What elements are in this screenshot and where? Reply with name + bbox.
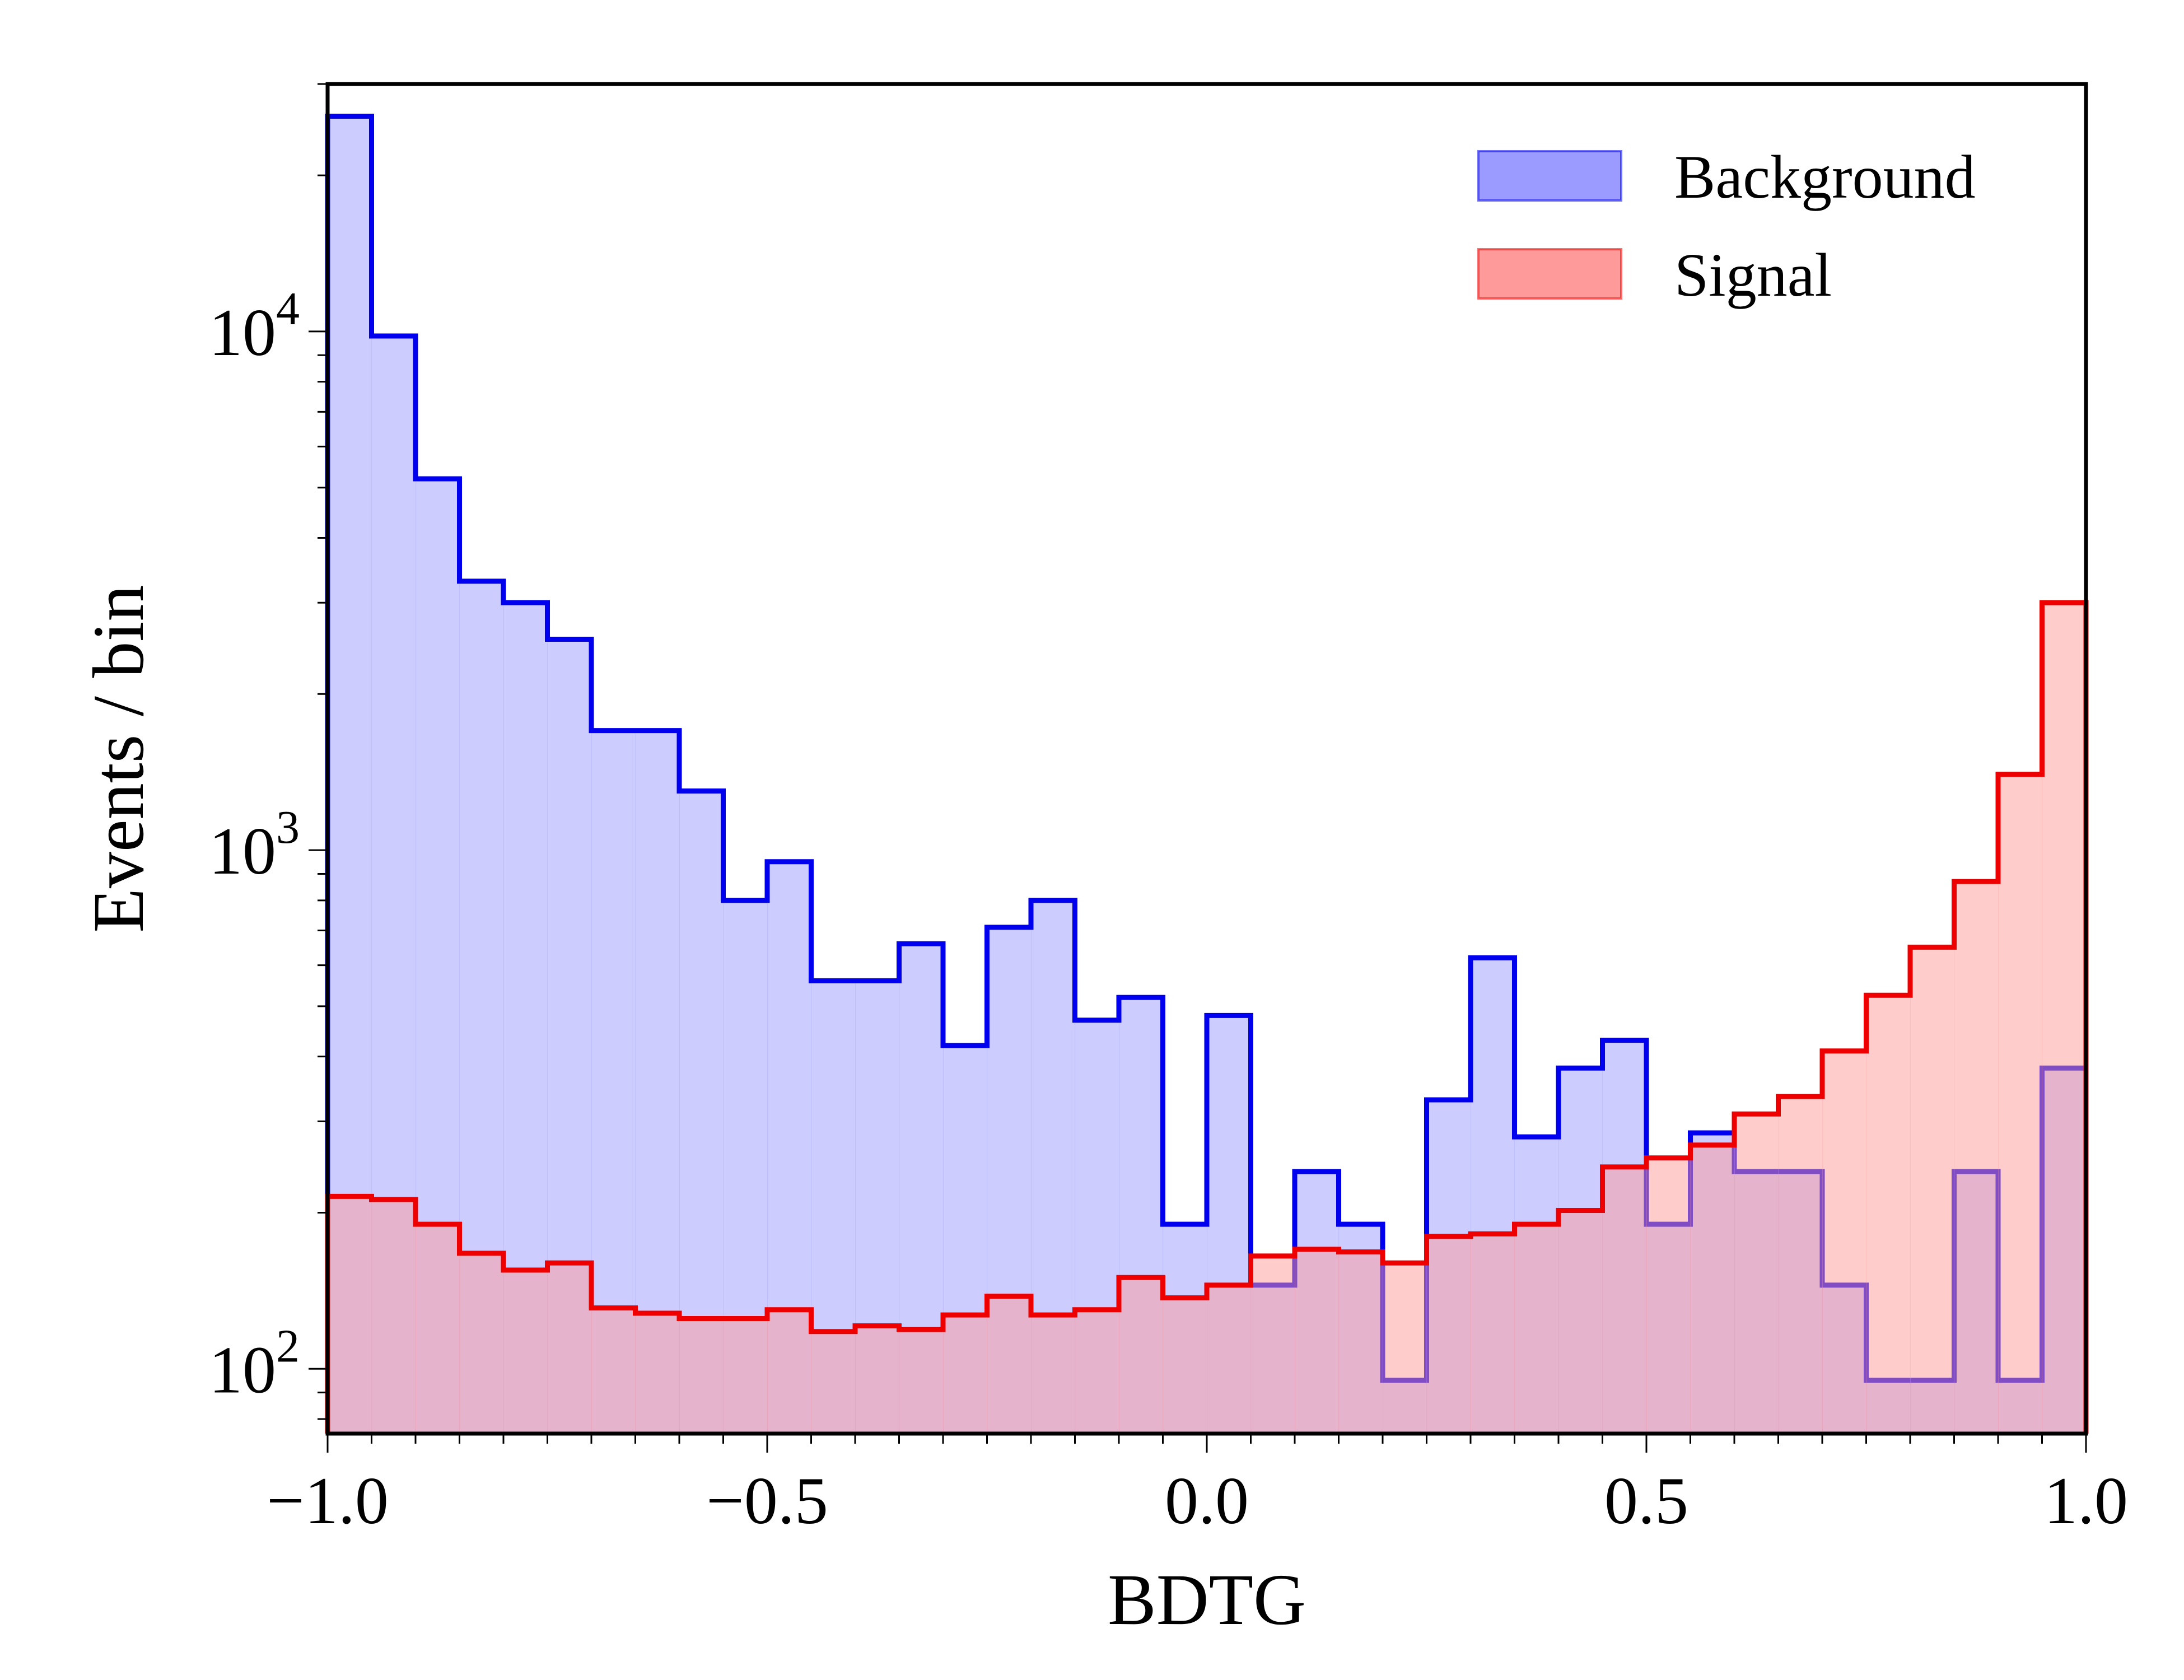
x-tick-labels: −1.0 −0.5 0.0 0.5 1.0: [267, 1463, 2128, 1538]
x-tick-label: −0.5: [706, 1463, 828, 1538]
signal-bin: [1250, 1256, 1295, 1434]
signal-step-outline: [325, 600, 2089, 1434]
signal-bin: [1558, 1210, 1603, 1434]
signal-bin: [1690, 1145, 1735, 1434]
signal-bin: [679, 1318, 724, 1434]
signal-bin: [1207, 1285, 1252, 1434]
plot-area: [325, 114, 2089, 1434]
signal-bin: [1910, 947, 1955, 1434]
signal-bins: [328, 603, 2087, 1434]
signal-bin: [1646, 1158, 1691, 1434]
x-tick-label: −1.0: [267, 1463, 389, 1538]
signal-series: [325, 600, 2089, 1434]
signal-bin: [1471, 1234, 1515, 1434]
signal-bin: [635, 1313, 680, 1434]
legend-label-signal: Signal: [1674, 241, 1832, 309]
signal-bin: [1031, 1315, 1076, 1434]
y-tick-labels: 102 103 104: [209, 283, 300, 1407]
signal-bin: [723, 1318, 768, 1434]
legend-swatch-signal: [1477, 248, 1622, 300]
x-tick-label: 1.0: [2044, 1463, 2128, 1538]
y-tick-label: 104: [209, 283, 300, 370]
x-axis-title: BDTG: [1108, 1560, 1306, 1640]
signal-bin: [1119, 1277, 1164, 1434]
signal-bin: [371, 1200, 416, 1434]
signal-bin: [1383, 1263, 1427, 1434]
signal-bin: [591, 1308, 636, 1434]
signal-bin: [1338, 1252, 1383, 1434]
plot-frame: [325, 82, 2088, 1436]
signal-bin: [459, 1253, 504, 1434]
signal-bin: [503, 1270, 548, 1434]
y-tick-label: 103: [209, 801, 300, 888]
signal-bin: [1426, 1236, 1471, 1434]
legend-swatch-background: [1477, 150, 1622, 202]
signal-bin: [1295, 1249, 1340, 1434]
signal-bin: [855, 1326, 900, 1434]
signal-bin: [1954, 881, 1999, 1434]
legend-label-background: Background: [1674, 143, 1976, 211]
signal-bin: [328, 1196, 372, 1434]
signal-bin: [943, 1315, 988, 1434]
signal-bin: [767, 1309, 812, 1434]
signal-bin: [811, 1331, 856, 1434]
signal-bin: [416, 1224, 460, 1434]
signal-bin: [1734, 1114, 1779, 1434]
x-tick-label: 0.0: [1165, 1463, 1249, 1538]
signal-bin: [1866, 995, 1911, 1434]
signal-bin: [1998, 774, 2043, 1434]
y-axis-title: Events / bin: [78, 585, 159, 932]
signal-bin: [547, 1263, 592, 1434]
signal-bin: [1822, 1051, 1867, 1434]
signal-bin: [899, 1329, 944, 1434]
legend: Background Signal: [1477, 143, 1976, 309]
signal-bin: [1778, 1096, 1823, 1434]
signal-bin: [1514, 1224, 1559, 1434]
signal-bin: [1075, 1309, 1119, 1434]
signal-bin: [1163, 1298, 1207, 1434]
signal-bin: [987, 1296, 1032, 1434]
signal-bin: [2042, 603, 2087, 1434]
y-tick-label: 102: [209, 1320, 300, 1407]
signal-bin: [1602, 1166, 1647, 1434]
x-tick-label: 0.5: [1604, 1463, 1688, 1538]
